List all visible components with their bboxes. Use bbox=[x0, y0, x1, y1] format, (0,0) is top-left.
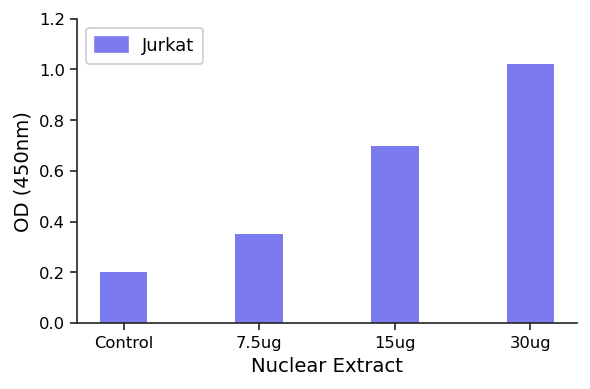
Legend: Jurkat: Jurkat bbox=[86, 28, 203, 64]
Bar bbox=[507, 65, 554, 323]
X-axis label: Nuclear Extract: Nuclear Extract bbox=[251, 357, 403, 376]
Bar bbox=[100, 272, 148, 323]
Bar bbox=[235, 235, 283, 323]
Y-axis label: OD (450nm): OD (450nm) bbox=[13, 111, 32, 231]
Bar bbox=[371, 146, 418, 323]
